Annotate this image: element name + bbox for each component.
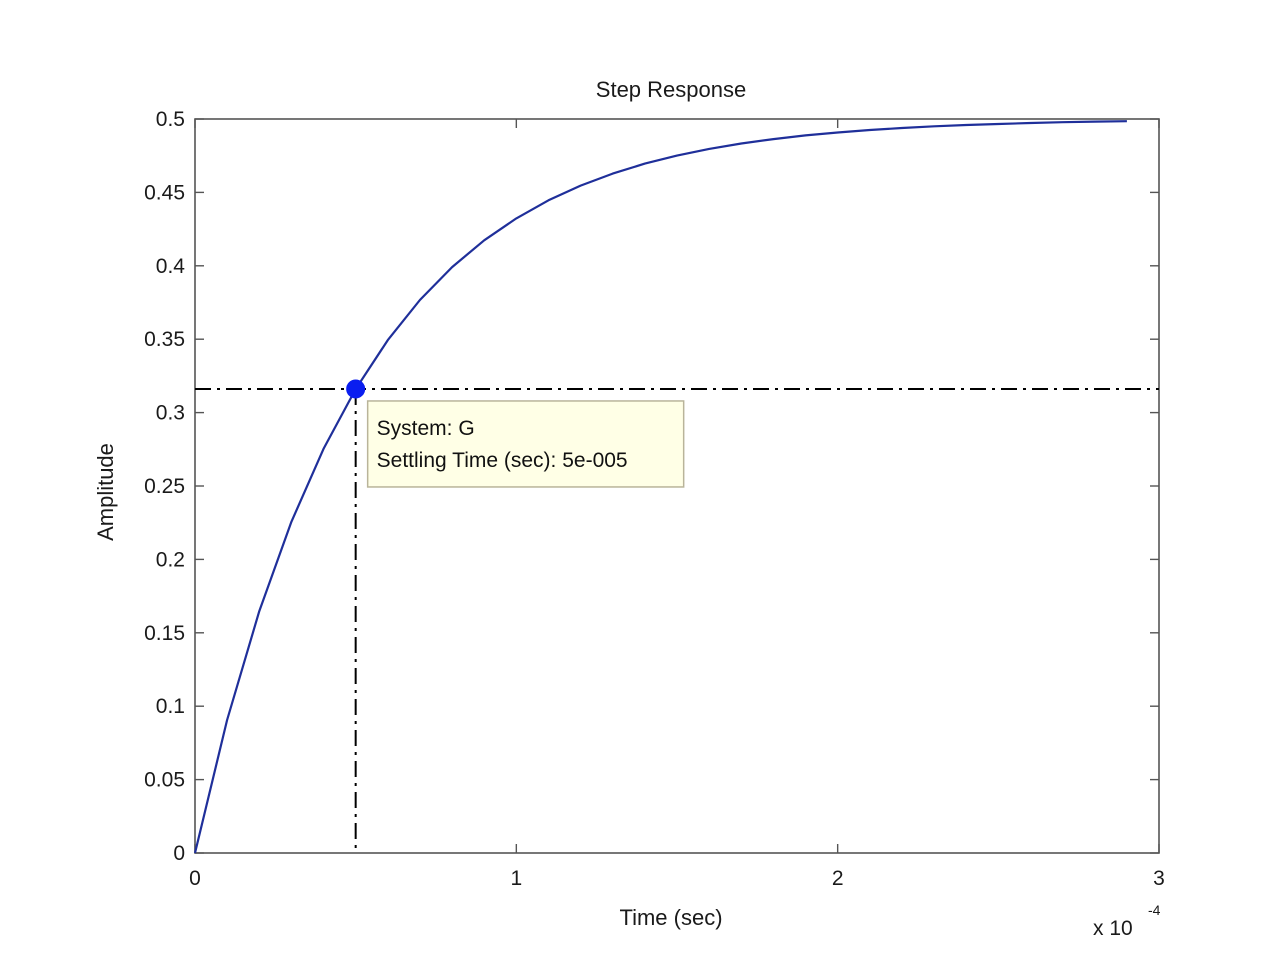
y-tick-label: 0	[173, 842, 185, 865]
y-tick-label: 0.5	[156, 108, 185, 131]
y-tick-label: 0.3	[156, 402, 185, 425]
datatip[interactable]: System: G Settling Time (sec): 5e-005	[366, 400, 685, 488]
y-tick-label: 0.2	[156, 548, 185, 571]
settling-time-marker[interactable]	[346, 379, 366, 399]
y-tick-label: 0.25	[144, 475, 185, 498]
datatip-box	[366, 400, 685, 488]
datatip-system-label: System: G	[377, 417, 475, 440]
plot-area[interactable]: 0 0.05 0.1 0.15 0.2 0.25 0.3 0.35 0.4 0.45 0.5 0 1 2 3	[144, 108, 1165, 890]
y-tick-label: 0.05	[144, 769, 185, 792]
x-axis-label: Time (sec)	[619, 905, 722, 930]
y-tick-label: 0.4	[156, 255, 186, 278]
x-exponent-base: x 10	[1093, 917, 1133, 940]
y-axis-label: Amplitude	[93, 443, 118, 541]
y-tick-label: 0.15	[144, 622, 185, 645]
x-exponent-multiplier: x 10 -4	[1093, 902, 1161, 940]
datatip-settling-time-label: Settling Time (sec): 5e-005	[377, 449, 628, 472]
x-tick-label: 1	[510, 867, 522, 890]
x-tick-label: 2	[832, 867, 844, 890]
x-tick-label: 3	[1153, 867, 1165, 890]
y-tick-label: 0.35	[144, 328, 185, 351]
y-tick-label: 0.45	[144, 181, 185, 204]
chart-title: Step Response	[596, 77, 746, 102]
step-response-curve[interactable]	[193, 120, 1127, 854]
y-tick-label: 0.1	[156, 695, 185, 718]
x-exponent-power: -4	[1148, 902, 1161, 918]
x-tick-label: 0	[189, 867, 201, 890]
